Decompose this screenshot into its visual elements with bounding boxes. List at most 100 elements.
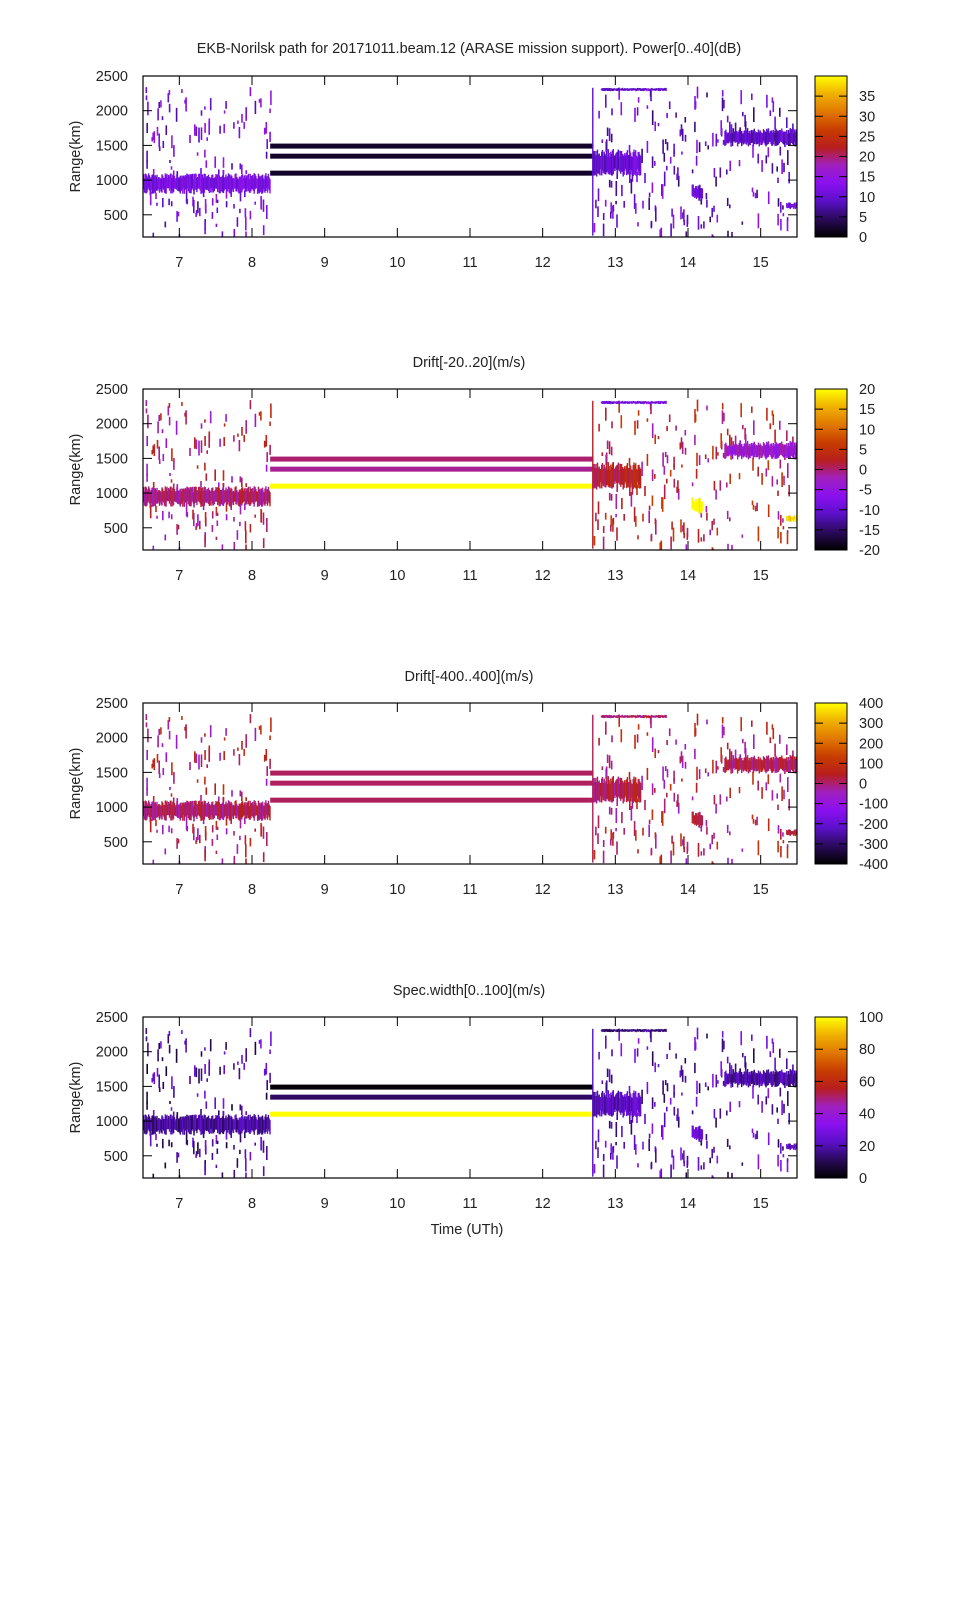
echo-point — [783, 789, 785, 800]
echo-region — [264, 802, 266, 820]
echo-point — [666, 1053, 668, 1060]
echo-point — [598, 423, 600, 432]
echo-region — [611, 777, 614, 802]
echo-point — [756, 502, 758, 512]
echo-point — [245, 544, 247, 550]
echo-region — [787, 515, 790, 522]
echo-region — [173, 489, 176, 502]
echo-region — [789, 755, 791, 773]
echo-region — [599, 1097, 601, 1117]
echo-region — [603, 715, 605, 718]
echo-region — [639, 782, 642, 803]
echo-point — [668, 1042, 671, 1051]
echo-region — [613, 1097, 615, 1110]
echo-point — [160, 727, 162, 735]
echo-region — [629, 1092, 631, 1112]
echo-region — [610, 1092, 612, 1114]
echo-point — [681, 128, 684, 141]
echo-region — [765, 444, 767, 460]
echo-point — [726, 796, 728, 802]
echo-region — [746, 130, 748, 145]
echo-region — [620, 1029, 622, 1032]
echo-region — [621, 400, 624, 404]
echo-point — [677, 480, 679, 493]
echo-region — [776, 757, 778, 773]
echo-region — [148, 486, 150, 501]
echo-region — [161, 174, 163, 193]
echo-region — [769, 444, 771, 455]
echo-point — [157, 735, 159, 748]
echo-region — [200, 1116, 202, 1135]
echo-edge — [592, 714, 594, 863]
echo-region — [618, 401, 620, 404]
echo-region — [617, 1090, 619, 1111]
y-tick-label: 1000 — [96, 1114, 128, 1130]
echo-region — [794, 1144, 796, 1151]
echo-point — [219, 1066, 221, 1075]
echo-point — [673, 456, 675, 470]
echo-region — [729, 131, 731, 142]
echo-region — [695, 499, 697, 510]
echo-region — [253, 1114, 255, 1135]
echo-region — [156, 801, 158, 818]
echo-region — [242, 177, 245, 189]
echo-point — [754, 819, 757, 826]
echo-point — [751, 1128, 754, 1134]
echo-point — [602, 526, 605, 533]
echo-region — [694, 188, 696, 198]
echo-point — [149, 192, 152, 206]
echo-region — [265, 1114, 267, 1132]
echo-point — [604, 199, 607, 207]
echo-region — [747, 446, 750, 460]
echo-point — [606, 754, 609, 763]
echo-point — [158, 728, 160, 736]
echo-point — [153, 444, 156, 457]
echo-point — [170, 793, 173, 797]
echo-point — [177, 838, 180, 844]
echo-point — [675, 112, 677, 118]
echo-region — [696, 501, 699, 511]
echo-point — [772, 728, 775, 740]
echo-point — [662, 139, 664, 154]
echo-region — [740, 444, 742, 456]
echo-region — [625, 468, 627, 482]
echo-point — [206, 137, 208, 141]
y-tick-label: 1500 — [96, 765, 128, 781]
echo-region — [610, 154, 613, 176]
echo-region — [789, 202, 791, 210]
echo-point — [158, 133, 160, 148]
echo-point — [769, 1051, 772, 1058]
echo-region — [218, 488, 220, 507]
echo-point — [157, 108, 159, 121]
echo-region — [239, 177, 241, 191]
echo-region — [783, 444, 785, 458]
echo-region — [657, 715, 659, 718]
echo-region — [787, 760, 789, 772]
echo-region — [662, 1029, 664, 1032]
echo-region — [788, 829, 790, 835]
echo-point — [694, 723, 696, 737]
echo-point — [189, 447, 191, 456]
echo-region — [783, 131, 785, 145]
echo-point — [149, 819, 152, 833]
echo-point — [673, 478, 676, 488]
echo-region — [256, 805, 258, 816]
echo-point — [195, 439, 198, 450]
echo-point — [146, 122, 148, 134]
echo-point — [631, 167, 634, 182]
echo-point — [615, 200, 617, 205]
echo-point — [697, 1157, 700, 1171]
echo-point — [660, 1168, 663, 1178]
echo-region — [631, 1098, 634, 1114]
echo-region — [266, 489, 268, 501]
echo-region — [614, 715, 616, 718]
echo-region — [616, 1092, 619, 1116]
echo-region — [171, 177, 173, 191]
echo-point — [662, 1080, 664, 1095]
echo-region — [695, 813, 698, 826]
echo-region — [611, 715, 614, 718]
echo-point — [646, 1081, 649, 1094]
echo-point — [173, 458, 175, 470]
echo-region — [788, 202, 790, 208]
echo-point — [752, 191, 755, 197]
